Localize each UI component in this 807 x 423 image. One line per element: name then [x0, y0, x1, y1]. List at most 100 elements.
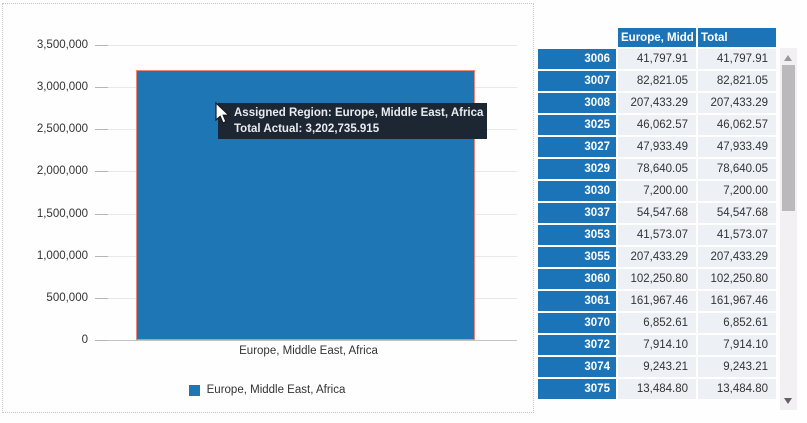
row-header-cell[interactable]: 3075	[538, 379, 616, 399]
scroll-down-arrow-icon[interactable]	[784, 398, 792, 404]
table-row: 30727,914.107,914.10	[538, 335, 776, 355]
table-row: 307513,484.8013,484.80	[538, 379, 776, 399]
value-cell-total[interactable]: 46,062.57	[698, 115, 776, 135]
y-axis-label: 1,000,000	[0, 250, 88, 262]
table-row: 300641,797.9141,797.91	[538, 49, 776, 69]
row-header-cell[interactable]: 3025	[538, 115, 616, 135]
table-row: 302546,062.5746,062.57	[538, 115, 776, 135]
row-header-cell[interactable]: 3007	[538, 71, 616, 91]
value-cell-total[interactable]: 41,797.91	[698, 49, 776, 69]
value-cell-region[interactable]: 54,547.68	[618, 203, 696, 223]
y-axis-tick	[95, 45, 108, 46]
table-corner-cell	[538, 28, 616, 47]
value-cell-region[interactable]: 9,243.21	[618, 357, 696, 377]
value-cell-total[interactable]: 82,821.05	[698, 71, 776, 91]
legend-swatch-icon	[189, 385, 200, 396]
row-header-cell[interactable]: 3030	[538, 181, 616, 201]
y-axis-tick	[95, 298, 108, 299]
table-row: 302978,640.0578,640.05	[538, 159, 776, 179]
y-axis-tick	[95, 129, 108, 130]
chart-tooltip: Assigned Region: Europe, Middle East, Af…	[218, 103, 487, 139]
scroll-up-arrow-icon[interactable]	[784, 55, 792, 61]
row-header-cell[interactable]: 3072	[538, 335, 616, 355]
row-header-cell[interactable]: 3074	[538, 357, 616, 377]
value-cell-region[interactable]: 7,914.10	[618, 335, 696, 355]
column-header-total[interactable]: Total	[698, 28, 776, 47]
table-row: 30307,200.007,200.00	[538, 181, 776, 201]
table-scrollbar[interactable]	[780, 48, 797, 410]
legend-label: Europe, Middle East, Africa	[207, 384, 346, 396]
value-cell-total[interactable]: 54,547.68	[698, 203, 776, 223]
column-header-region[interactable]: Europe, Midd	[618, 28, 696, 47]
table-row: 302747,933.4947,933.49	[538, 137, 776, 157]
scrollbar-thumb[interactable]	[782, 65, 795, 211]
value-cell-total[interactable]: 207,433.29	[698, 247, 776, 267]
value-cell-region[interactable]: 41,797.91	[618, 49, 696, 69]
table-row: 3055207,433.29207,433.29	[538, 247, 776, 267]
value-cell-region[interactable]: 78,640.05	[618, 159, 696, 179]
y-axis-label: 500,000	[0, 292, 88, 304]
table-row: 30749,243.219,243.21	[538, 357, 776, 377]
value-cell-region[interactable]: 82,821.05	[618, 71, 696, 91]
pivot-table: Europe, Midd Total 300641,797.9141,797.9…	[536, 26, 778, 401]
value-cell-total[interactable]: 9,243.21	[698, 357, 776, 377]
value-cell-total[interactable]: 47,933.49	[698, 137, 776, 157]
value-cell-region[interactable]: 47,933.49	[618, 137, 696, 157]
row-header-cell[interactable]: 3070	[538, 313, 616, 333]
value-cell-total[interactable]: 41,573.07	[698, 225, 776, 245]
row-header-cell[interactable]: 3061	[538, 291, 616, 311]
y-axis-label: 3,000,000	[0, 81, 88, 93]
value-cell-total[interactable]: 161,967.46	[698, 291, 776, 311]
table-row: 3061161,967.46161,967.46	[538, 291, 776, 311]
value-cell-total[interactable]: 207,433.29	[698, 93, 776, 113]
value-cell-total[interactable]: 102,250.80	[698, 269, 776, 289]
table-row: 300782,821.0582,821.05	[538, 71, 776, 91]
table-row: 3008207,433.29207,433.29	[538, 93, 776, 113]
mouse-cursor-icon	[214, 102, 232, 126]
row-header-cell[interactable]: 3055	[538, 247, 616, 267]
value-cell-total[interactable]: 13,484.80	[698, 379, 776, 399]
value-cell-region[interactable]: 161,967.46	[618, 291, 696, 311]
value-cell-total[interactable]: 7,200.00	[698, 181, 776, 201]
chart-legend[interactable]: Europe, Middle East, Africa	[2, 384, 532, 396]
table-row: 3060102,250.80102,250.80	[538, 269, 776, 289]
row-header-cell[interactable]: 3060	[538, 269, 616, 289]
row-header-cell[interactable]: 3053	[538, 225, 616, 245]
y-axis-tick	[95, 214, 108, 215]
value-cell-region[interactable]: 102,250.80	[618, 269, 696, 289]
table-row: 305341,573.0741,573.07	[538, 225, 776, 245]
y-axis-tick	[95, 171, 108, 172]
gridline	[100, 340, 517, 341]
value-cell-region[interactable]: 207,433.29	[618, 247, 696, 267]
value-cell-total[interactable]: 78,640.05	[698, 159, 776, 179]
value-cell-total[interactable]: 6,852.61	[698, 313, 776, 333]
x-axis-category-label: Europe, Middle East, Africa	[100, 345, 517, 357]
value-cell-region[interactable]: 46,062.57	[618, 115, 696, 135]
y-axis-tick	[95, 87, 108, 88]
y-axis-label: 2,500,000	[0, 123, 88, 135]
y-axis-label: 2,000,000	[0, 165, 88, 177]
value-cell-total[interactable]: 7,914.10	[698, 335, 776, 355]
value-cell-region[interactable]: 7,200.00	[618, 181, 696, 201]
y-axis-label: 0	[0, 334, 88, 346]
row-header-cell[interactable]: 3008	[538, 93, 616, 113]
value-cell-region[interactable]: 41,573.07	[618, 225, 696, 245]
table-row: 303754,547.6854,547.68	[538, 203, 776, 223]
value-cell-region[interactable]: 6,852.61	[618, 313, 696, 333]
row-header-cell[interactable]: 3027	[538, 137, 616, 157]
tooltip-line-region: Assigned Region: Europe, Middle East, Af…	[234, 105, 481, 121]
value-cell-region[interactable]: 13,484.80	[618, 379, 696, 399]
table-header-row: Europe, Midd Total	[538, 28, 776, 47]
y-axis-tick	[95, 340, 108, 341]
table-row: 30706,852.616,852.61	[538, 313, 776, 333]
y-axis-tick	[95, 256, 108, 257]
y-axis-label: 3,500,000	[0, 39, 88, 51]
row-header-cell[interactable]: 3006	[538, 49, 616, 69]
row-header-cell[interactable]: 3029	[538, 159, 616, 179]
value-cell-region[interactable]: 207,433.29	[618, 93, 696, 113]
row-header-cell[interactable]: 3037	[538, 203, 616, 223]
tooltip-line-total: Total Actual: 3,202,735.915	[234, 121, 481, 137]
dashboard-stage: 0 500,000 1,000,000 1,500,000 2,000,000 2,500…	[0, 0, 807, 423]
gridline	[100, 45, 517, 46]
y-axis-label: 1,500,000	[0, 208, 88, 220]
